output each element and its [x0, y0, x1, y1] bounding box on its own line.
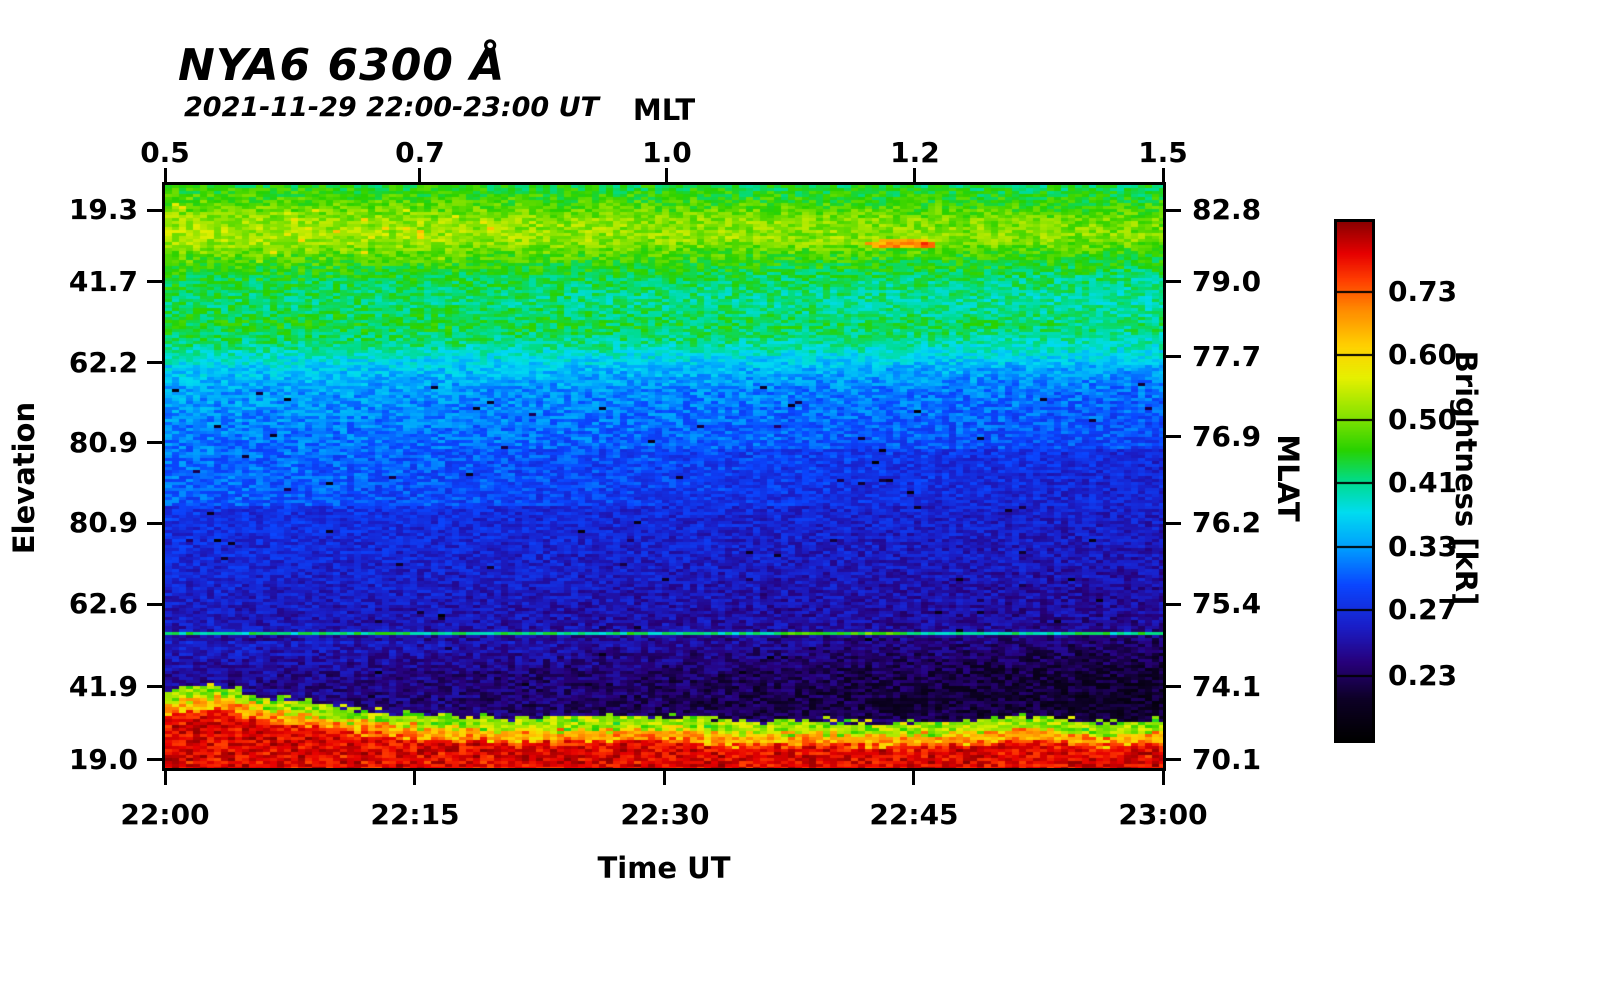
- mlat-tick-label: 75.4: [1192, 587, 1262, 621]
- time-tick-label: 22:15: [370, 798, 460, 831]
- elevation-tick-mark: [147, 441, 162, 445]
- mlt-tick-mark: [913, 168, 917, 182]
- mlat-tick-mark: [1166, 521, 1181, 525]
- top-axis-label: MLT: [632, 93, 696, 127]
- time-tick-label: 22:30: [620, 798, 710, 831]
- mlt-tick-label: 1.2: [890, 136, 940, 169]
- colorbar-tick-label: 0.33: [1388, 529, 1458, 563]
- mlat-tick-mark: [1166, 355, 1181, 359]
- mlat-tick-mark: [1166, 280, 1181, 284]
- bottom-axis-label: Time UT: [597, 851, 731, 885]
- mlt-tick-mark: [418, 168, 422, 182]
- elevation-tick-mark: [147, 685, 162, 689]
- mlat-tick-label: 70.1: [1192, 742, 1262, 776]
- elevation-tick-label: 80.9: [68, 506, 138, 540]
- mlat-tick-label: 77.7: [1192, 339, 1262, 373]
- mlat-tick-mark: [1166, 685, 1181, 689]
- time-tick-mark: [663, 771, 667, 785]
- colorbar-tick-label: 0.60: [1388, 338, 1458, 372]
- plot-area: [162, 182, 1166, 771]
- elevation-tick-mark: [147, 208, 162, 212]
- elevation-tick-mark: [147, 521, 162, 525]
- left-axis-label: Elevation: [7, 401, 41, 555]
- elevation-tick-mark: [147, 280, 162, 284]
- time-tick-mark: [1161, 771, 1165, 785]
- mlat-tick-label: 76.2: [1192, 506, 1262, 540]
- mlt-tick-mark: [163, 168, 167, 182]
- colorbar: [1334, 219, 1375, 743]
- time-tick-mark: [413, 771, 417, 785]
- colorbar-tick-label: 0.23: [1388, 658, 1458, 692]
- elevation-tick-label: 62.6: [68, 587, 138, 621]
- mlat-tick-mark: [1166, 602, 1181, 606]
- time-tick-label: 22:45: [869, 798, 959, 831]
- plot-title: NYA6 6300 Å: [178, 40, 506, 91]
- elevation-tick-label: 41.7: [68, 264, 138, 298]
- mlat-tick-mark: [1166, 208, 1181, 212]
- elevation-tick-mark: [147, 361, 162, 365]
- mlat-tick-label: 82.8: [1192, 193, 1262, 227]
- elevation-tick-label: 19.0: [68, 742, 138, 776]
- mlat-tick-label: 74.1: [1192, 669, 1262, 703]
- mlat-tick-label: 79.0: [1192, 264, 1262, 298]
- mlt-tick-label: 1.5: [1138, 136, 1188, 169]
- time-tick-label: 22:00: [120, 798, 210, 831]
- colorbar-tick-label: 0.27: [1388, 592, 1458, 626]
- elevation-tick-label: 19.3: [68, 193, 138, 227]
- elevation-tick-label: 80.9: [68, 425, 138, 459]
- mlat-tick-mark: [1166, 435, 1181, 439]
- heatmap-canvas: [165, 185, 1163, 768]
- mlt-tick-label: 0.7: [395, 136, 445, 169]
- time-tick-mark: [912, 771, 916, 785]
- colorbar-canvas: [1337, 222, 1372, 740]
- colorbar-tick-label: 0.41: [1388, 466, 1458, 500]
- elevation-tick-label: 62.2: [68, 345, 138, 379]
- time-tick-label: 23:00: [1118, 798, 1208, 831]
- mlt-tick-mark: [665, 168, 669, 182]
- mlat-tick-mark: [1166, 758, 1181, 762]
- time-tick-mark: [163, 771, 167, 785]
- mlt-tick-label: 1.0: [642, 136, 692, 169]
- colorbar-tick-label: 0.73: [1388, 274, 1458, 308]
- elevation-tick-label: 41.9: [68, 669, 138, 703]
- colorbar-tick-label: 0.50: [1388, 402, 1458, 436]
- mlt-tick-label: 0.5: [140, 136, 190, 169]
- mlt-tick-mark: [1161, 168, 1165, 182]
- mlat-tick-label: 76.9: [1192, 419, 1262, 453]
- elevation-tick-mark: [147, 602, 162, 606]
- elevation-tick-mark: [147, 758, 162, 762]
- plot-subtitle: 2021-11-29 22:00-23:00 UT: [184, 92, 599, 123]
